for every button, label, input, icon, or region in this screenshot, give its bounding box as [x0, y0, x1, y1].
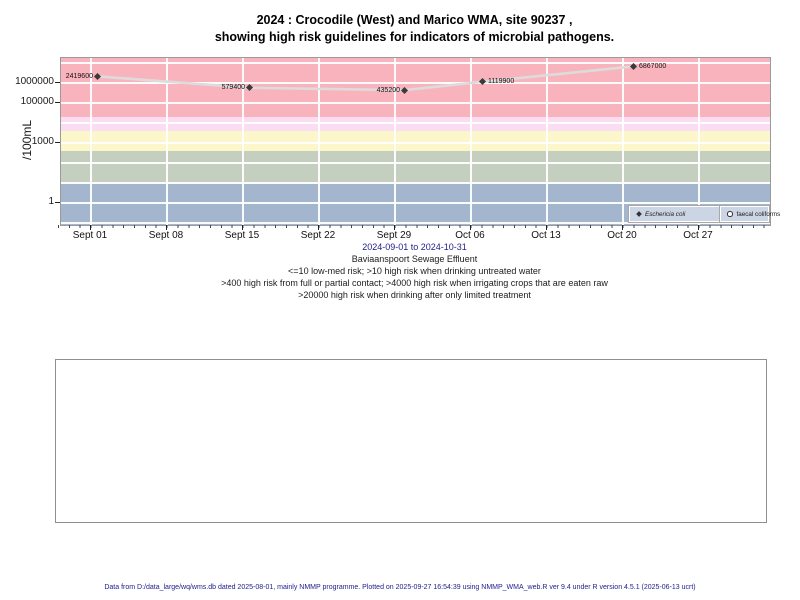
x-tick-label: Oct 27: [683, 230, 713, 241]
site-name-text: Baviaanspoort Sewage Effluent: [351, 254, 478, 264]
chart-subtitles: 2024-09-01 to 2024-10-31 Baviaanspoort S…: [60, 241, 769, 301]
x-major-tick: [394, 225, 396, 230]
x-major-tick: [90, 225, 92, 230]
y-tick-mark: [55, 102, 60, 104]
x-major-tick: [698, 225, 700, 230]
point-value-label: 579400: [221, 84, 245, 91]
legend-ecoli-label: Eschericia coli: [645, 210, 686, 218]
x-major-tick: [242, 225, 244, 230]
x-tick-label: Sept 29: [376, 230, 412, 241]
guideline-text-1: <=10 low-med risk; >10 high risk when dr…: [288, 266, 541, 276]
legend-faecal-coliforms: faecal coliforms: [720, 206, 780, 222]
empty-panel: [55, 359, 767, 523]
x-major-tick: [622, 225, 624, 230]
point-value-label: 6867000: [639, 62, 667, 70]
chart-title-line1: 2024 : Crocodile (West) and Marico WMA, …: [256, 13, 573, 27]
vertical-gridlines: [90, 58, 700, 225]
guideline-text-2: >400 high risk from full or partial cont…: [221, 278, 608, 288]
x-tick-label: Oct 20: [607, 230, 637, 241]
chart-title-line2: showing high risk guidelines for indicat…: [214, 30, 615, 44]
y-tick-label-1000: 1000: [31, 136, 54, 147]
y-tick-label-100000: 100000: [20, 96, 54, 107]
legend-faecal-label: faecal coliforms: [736, 210, 781, 218]
y-tick-mark: [55, 142, 60, 144]
x-tick-label: Sept 15: [224, 230, 260, 241]
guideline-text-3: >20000 high risk when drinking after onl…: [298, 290, 531, 300]
point-value-label: 435200: [376, 86, 400, 94]
point-value-label: 2419600: [65, 72, 93, 80]
x-tick-label: Sept 22: [300, 230, 336, 241]
point-value-label: 1119900: [488, 78, 515, 85]
x-tick-label: Sept 08: [148, 230, 184, 241]
x-axis-minor-ticks: [57, 225, 770, 228]
x-major-tick: [546, 225, 548, 230]
date-range-text: 2024-09-01 to 2024-10-31: [362, 242, 467, 252]
x-major-tick: [470, 225, 472, 230]
open-circle-icon: [727, 211, 733, 217]
chart-title: 2024 : Crocodile (West) and Marico WMA, …: [60, 12, 769, 46]
ecoli-trend-line: [96, 65, 634, 92]
x-tick-label: Sept 01: [72, 230, 108, 241]
x-major-tick: [166, 225, 168, 230]
footer-provenance-text: Data from D:/data_large/wq/wms.db dated …: [104, 584, 696, 591]
filled-diamond-icon: [636, 211, 642, 217]
x-tick-label: Oct 06: [455, 230, 485, 241]
y-tick-mark: [55, 202, 60, 204]
x-major-tick: [318, 225, 320, 230]
y-tick-label-1: 1: [48, 196, 54, 207]
y-tick-mark: [55, 82, 60, 84]
plot-area: 2419600 579400 435200 1119900 6867000 Es…: [60, 57, 780, 226]
y-tick-label-1000000: 1000000: [15, 76, 54, 87]
legend-ecoli: Eschericia coli: [629, 206, 720, 222]
x-tick-label: Oct 13: [531, 230, 561, 241]
